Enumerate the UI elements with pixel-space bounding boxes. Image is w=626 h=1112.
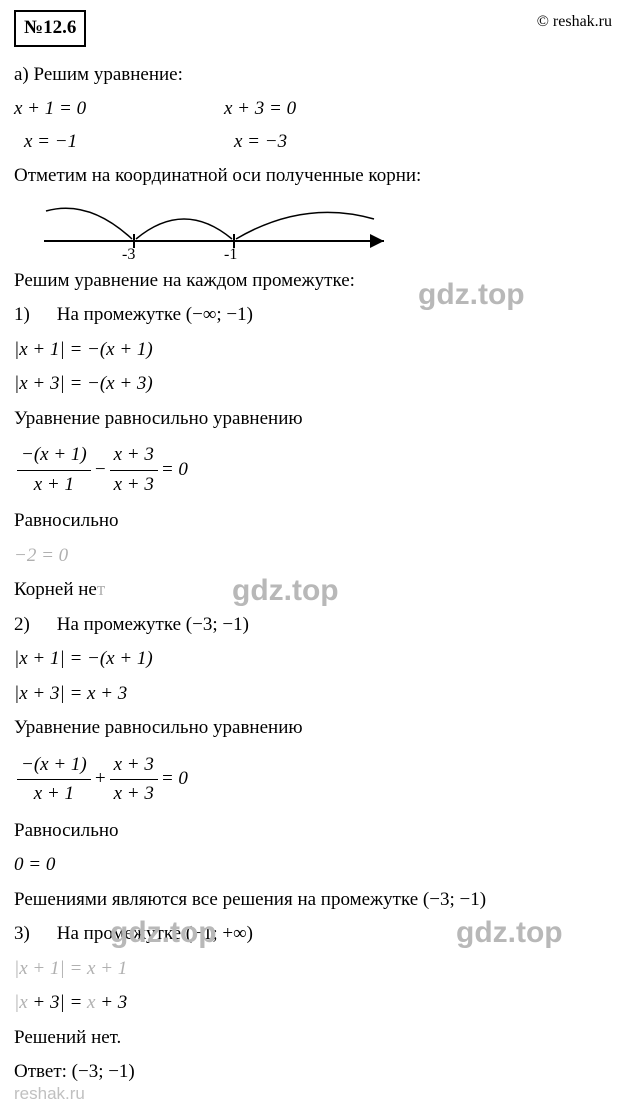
operator: + xyxy=(94,765,107,794)
case2-title: 2) На промежутке (−3; −1) xyxy=(14,611,612,640)
copyright: © reshak.ru xyxy=(537,10,612,34)
case-interval: На промежутке (−∞; −1) xyxy=(57,304,253,325)
equiv-text: Равносильно xyxy=(14,817,612,846)
equiv-text: Уравнение равносильно уравнению xyxy=(14,405,612,434)
eq: x = −1 xyxy=(14,128,224,157)
eq: |x + 3| = x + 3 xyxy=(14,989,612,1018)
result-eq: 0 = 0 xyxy=(14,851,612,880)
case-number: 3) xyxy=(14,920,52,949)
case-number: 1) xyxy=(14,301,52,330)
case-number: 2) xyxy=(14,611,52,640)
mark-axis-text: Отметим на координатной оси полученные к… xyxy=(14,162,612,191)
eq: x + 1 = 0 xyxy=(14,95,224,124)
svg-text:-1: -1 xyxy=(224,246,237,261)
case1-title: 1) На промежутке (−∞; −1) xyxy=(14,301,612,330)
eq: |x + 1| = x + 1 xyxy=(14,955,612,984)
equals: = 0 xyxy=(161,765,188,794)
equation-row-2: x = −1 x = −3 xyxy=(14,128,612,157)
solve-intervals-text: Решим уравнение на каждом промежутке: xyxy=(14,267,612,296)
equation-row-1: x + 1 = 0 x + 3 = 0 xyxy=(14,95,612,124)
svg-text:-3: -3 xyxy=(122,246,135,261)
problem-number: №12.6 xyxy=(14,10,86,47)
result-eq: −2 = 0 xyxy=(14,542,612,571)
numerator: x + 3 xyxy=(110,441,158,471)
no-roots: Корней нет xyxy=(14,576,612,605)
denominator: x + 3 xyxy=(110,471,158,500)
operator: − xyxy=(94,456,107,485)
denominator: x + 1 xyxy=(30,471,78,500)
case-interval: На промежутке (−3; −1) xyxy=(57,614,249,635)
eq: |x + 1| = −(x + 1) xyxy=(14,336,612,365)
fraction-equation: −(x + 1) x + 1 + x + 3 x + 3 = 0 xyxy=(14,751,612,809)
number-line: -3 -1 xyxy=(44,201,404,261)
case-interval: На промежутке (−1; +∞) xyxy=(57,923,253,944)
watermark-bottom: reshak.ru xyxy=(14,1081,85,1107)
no-roots: Решений нет. xyxy=(14,1024,612,1053)
header: №12.6 © reshak.ru xyxy=(14,10,612,47)
numerator: x + 3 xyxy=(110,751,158,781)
numerator: −(x + 1) xyxy=(17,441,91,471)
eq: |x + 3| = x + 3 xyxy=(14,680,612,709)
answer: Ответ: (−3; −1) xyxy=(14,1058,612,1087)
fraction-equation: −(x + 1) x + 1 − x + 3 x + 3 = 0 xyxy=(14,441,612,499)
eq: |x + 1| = −(x + 1) xyxy=(14,645,612,674)
equiv-text: Равносильно xyxy=(14,507,612,536)
eq: |x + 3| = −(x + 3) xyxy=(14,370,612,399)
equiv-text: Уравнение равносильно уравнению xyxy=(14,714,612,743)
denominator: x + 3 xyxy=(110,780,158,809)
numerator: −(x + 1) xyxy=(17,751,91,781)
denominator: x + 1 xyxy=(30,780,78,809)
case3-title: 3) На промежутке (−1; +∞) xyxy=(14,920,612,949)
solutions-text: Решениями являются все решения на промеж… xyxy=(14,886,612,915)
part-a-label: а) Решим уравнение: xyxy=(14,61,612,90)
equals: = 0 xyxy=(161,456,188,485)
eq: x = −3 xyxy=(224,128,612,157)
eq: x + 3 = 0 xyxy=(224,95,612,124)
